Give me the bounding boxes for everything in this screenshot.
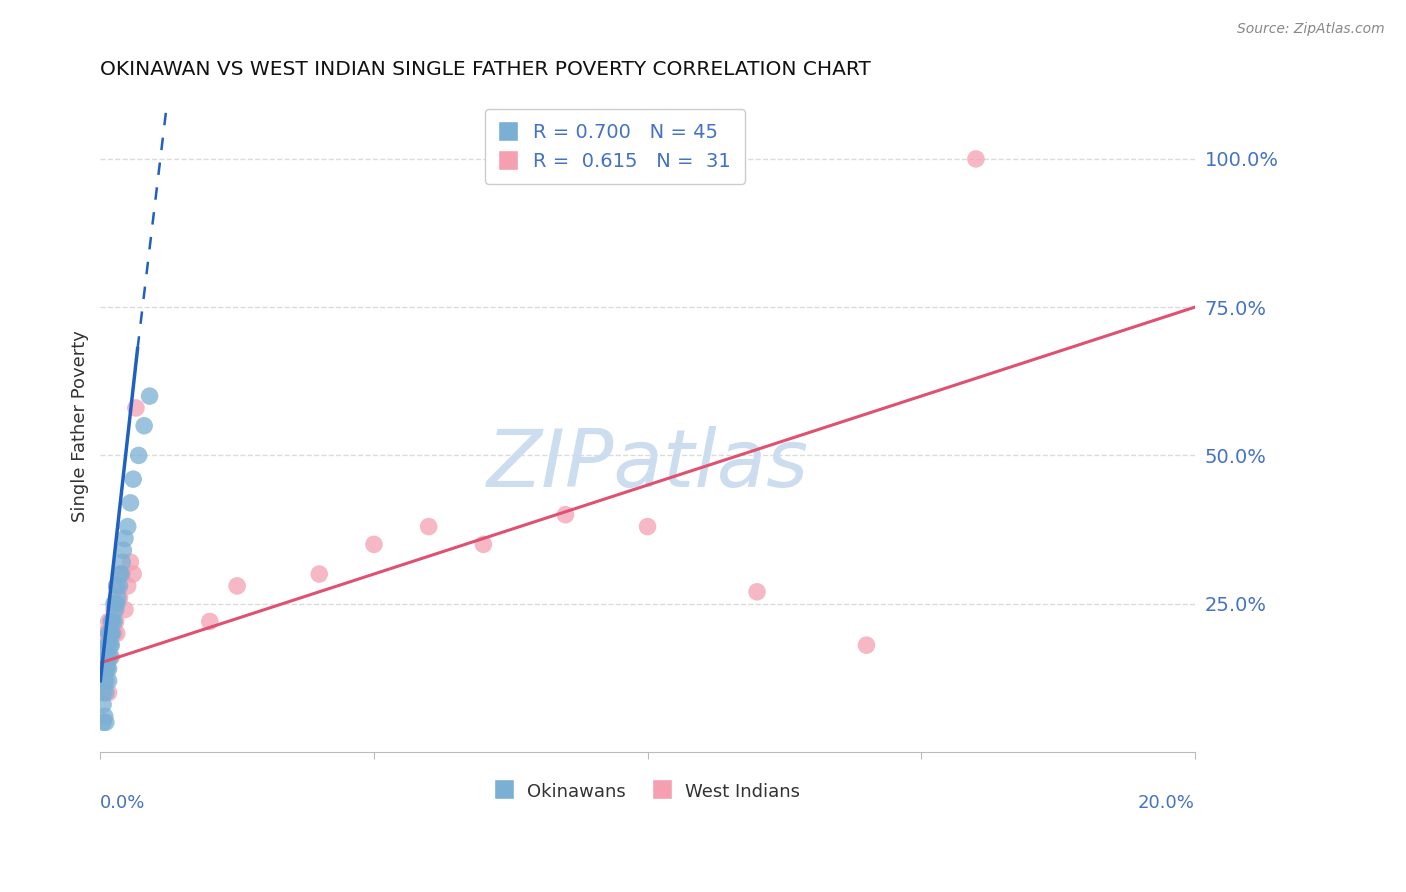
Point bbox=[105, 626, 128, 640]
Point bbox=[96, 638, 118, 652]
Text: Source: ZipAtlas.com: Source: ZipAtlas.com bbox=[1237, 22, 1385, 37]
Point bbox=[117, 579, 139, 593]
Point bbox=[101, 615, 124, 629]
Text: ZIPatlas: ZIPatlas bbox=[486, 425, 808, 504]
Point bbox=[418, 519, 440, 533]
Point bbox=[114, 532, 136, 546]
Point bbox=[104, 602, 127, 616]
Point bbox=[97, 650, 120, 665]
Point bbox=[125, 401, 148, 415]
Point bbox=[94, 662, 117, 676]
Point bbox=[96, 650, 118, 665]
Point bbox=[308, 567, 330, 582]
Point bbox=[98, 626, 121, 640]
Point bbox=[100, 650, 122, 665]
Point bbox=[94, 626, 117, 640]
Point bbox=[108, 567, 131, 582]
Point bbox=[107, 591, 129, 605]
Point bbox=[94, 685, 117, 699]
Point bbox=[105, 579, 128, 593]
Point bbox=[94, 715, 117, 730]
Point bbox=[138, 389, 160, 403]
Point bbox=[637, 519, 659, 533]
Point bbox=[104, 615, 127, 629]
Point bbox=[100, 615, 122, 629]
Point bbox=[93, 709, 115, 723]
Point bbox=[96, 656, 118, 670]
Point bbox=[103, 615, 125, 629]
Point bbox=[103, 626, 125, 640]
Point bbox=[97, 662, 120, 676]
Point bbox=[120, 496, 142, 510]
Point bbox=[134, 418, 156, 433]
Text: OKINAWAN VS WEST INDIAN SINGLE FATHER POVERTY CORRELATION CHART: OKINAWAN VS WEST INDIAN SINGLE FATHER PO… bbox=[100, 60, 872, 78]
Point bbox=[98, 650, 121, 665]
Point bbox=[103, 602, 125, 616]
Point bbox=[110, 567, 132, 582]
Point bbox=[93, 662, 115, 676]
Point bbox=[105, 597, 128, 611]
Point bbox=[96, 662, 118, 676]
Point bbox=[128, 449, 150, 463]
Point bbox=[101, 626, 124, 640]
Point bbox=[91, 698, 114, 712]
Text: 20.0%: 20.0% bbox=[1137, 794, 1195, 813]
Point bbox=[111, 567, 134, 582]
Point bbox=[100, 626, 122, 640]
Point bbox=[97, 685, 120, 699]
Point bbox=[100, 615, 122, 629]
Point bbox=[91, 715, 114, 730]
Point bbox=[112, 543, 135, 558]
Point bbox=[111, 555, 134, 569]
Point bbox=[745, 584, 768, 599]
Point bbox=[98, 626, 121, 640]
Point bbox=[93, 673, 115, 688]
Point bbox=[855, 638, 877, 652]
Point bbox=[103, 597, 125, 611]
Point bbox=[965, 152, 987, 166]
Point bbox=[96, 638, 118, 652]
Point bbox=[97, 673, 120, 688]
Point bbox=[100, 638, 122, 652]
Point bbox=[120, 555, 142, 569]
Point bbox=[122, 567, 145, 582]
Point bbox=[105, 579, 128, 593]
Point bbox=[554, 508, 576, 522]
Point bbox=[114, 602, 136, 616]
Point bbox=[97, 615, 120, 629]
Point bbox=[472, 537, 495, 551]
Point bbox=[226, 579, 249, 593]
Point bbox=[198, 615, 221, 629]
Point bbox=[117, 519, 139, 533]
Point bbox=[108, 591, 131, 605]
Point bbox=[94, 673, 117, 688]
Point bbox=[122, 472, 145, 486]
Point bbox=[98, 638, 121, 652]
Y-axis label: Single Father Poverty: Single Father Poverty bbox=[72, 330, 89, 522]
Legend: Okinawans, West Indians: Okinawans, West Indians bbox=[488, 774, 807, 808]
Text: 0.0%: 0.0% bbox=[100, 794, 146, 813]
Point bbox=[363, 537, 385, 551]
Point bbox=[94, 650, 117, 665]
Point bbox=[97, 626, 120, 640]
Point bbox=[97, 638, 120, 652]
Point bbox=[108, 579, 131, 593]
Point bbox=[91, 685, 114, 699]
